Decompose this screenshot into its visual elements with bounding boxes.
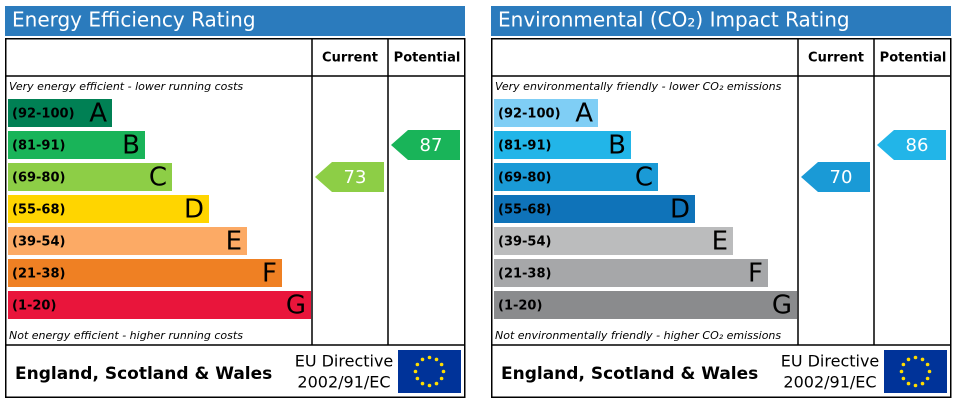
- band-bar: [8, 163, 172, 191]
- band-letter: F: [748, 259, 763, 289]
- band-letter: C: [635, 163, 653, 193]
- band-letter: E: [712, 227, 728, 257]
- band-letter: E: [226, 227, 242, 257]
- footer-region: England, Scotland & Wales: [501, 364, 758, 384]
- panel-title: Energy Efficiency Rating: [12, 8, 256, 32]
- band-range: (1-20): [498, 299, 542, 314]
- eu-star: [427, 383, 432, 388]
- band-letter: D: [670, 195, 690, 225]
- frame: [491, 38, 952, 398]
- band-bar: [494, 195, 695, 223]
- band-bar: [494, 99, 598, 127]
- eu-star: [901, 376, 906, 381]
- band-letter: B: [608, 131, 626, 161]
- eu-star: [906, 357, 911, 362]
- top-note: Very environmentally friendly - lower CO…: [495, 80, 782, 93]
- eu-star: [913, 355, 918, 360]
- eu-star: [441, 369, 446, 374]
- current-arrow: [315, 162, 384, 192]
- band-letter: D: [184, 195, 204, 225]
- band-letter: G: [286, 291, 306, 321]
- band-bar: [8, 131, 145, 159]
- panel-title: Environmental (CO₂) Impact Rating: [498, 8, 850, 32]
- footer-region: England, Scotland & Wales: [15, 364, 272, 384]
- band-letter: A: [89, 99, 107, 129]
- band-bar: [494, 227, 733, 255]
- potential-value: 87: [420, 135, 443, 156]
- potential-arrow: [391, 130, 460, 160]
- top-note: Very energy efficient - lower running co…: [9, 80, 243, 93]
- header-potential: Potential: [880, 51, 947, 66]
- potential-arrow: [877, 130, 946, 160]
- eu-star: [920, 381, 925, 386]
- footer-directive: EU Directive: [295, 352, 394, 371]
- band-range: (69-80): [498, 171, 551, 186]
- eu-star: [427, 355, 432, 360]
- band-range: (81-91): [12, 139, 65, 154]
- band-range: (21-38): [12, 267, 65, 282]
- band-range: (21-38): [498, 267, 551, 282]
- band-bar: [8, 195, 209, 223]
- band-bar: [8, 227, 247, 255]
- eu-star: [925, 376, 930, 381]
- band-bar: [494, 163, 658, 191]
- footer-code: 2002/91/EC: [297, 373, 390, 392]
- eu-star: [927, 369, 932, 374]
- band-range: (81-91): [498, 139, 551, 154]
- eu-star: [899, 369, 904, 374]
- header-current: Current: [322, 51, 378, 66]
- band-range: (92-100): [498, 107, 561, 122]
- eu-star: [415, 376, 420, 381]
- eu-star: [439, 362, 444, 367]
- band-bar: [8, 259, 282, 287]
- eu-star: [415, 362, 420, 367]
- band-range: (92-100): [12, 107, 75, 122]
- band-bar: [494, 131, 631, 159]
- title-bar: [491, 6, 951, 36]
- eu-star: [913, 383, 918, 388]
- band-range: (39-54): [498, 235, 551, 250]
- eu-star: [420, 381, 425, 386]
- band-range: (55-68): [12, 203, 65, 218]
- footer-directive: EU Directive: [781, 352, 880, 371]
- eu-star: [925, 362, 930, 367]
- footer-code: 2002/91/EC: [783, 373, 876, 392]
- band-bar: [8, 99, 112, 127]
- band-letter: F: [262, 259, 277, 289]
- band-letter: G: [772, 291, 792, 321]
- band-bar: [494, 259, 768, 287]
- current-value: 70: [830, 167, 853, 188]
- current-arrow: [801, 162, 870, 192]
- title-bar: [5, 6, 465, 36]
- eu-star: [420, 357, 425, 362]
- eu-star: [439, 376, 444, 381]
- band-range: (55-68): [498, 203, 551, 218]
- frame: [5, 38, 466, 398]
- potential-value: 86: [906, 135, 929, 156]
- eu-star: [901, 362, 906, 367]
- rating-panel: Energy Efficiency Rating Current Potential…: [5, 6, 466, 398]
- eu-star: [434, 381, 439, 386]
- band-bar: [494, 291, 797, 319]
- rating-panel: Environmental (CO₂) Impact Rating Current…: [491, 6, 952, 398]
- band-bar: [8, 291, 311, 319]
- bottom-note: Not energy efficient - higher running co…: [9, 329, 243, 342]
- eu-star: [906, 381, 911, 386]
- eu-star: [413, 369, 418, 374]
- current-value: 73: [344, 167, 367, 188]
- band-letter: B: [122, 131, 140, 161]
- band-range: (1-20): [12, 299, 56, 314]
- band-range: (69-80): [12, 171, 65, 186]
- bottom-note: Not environmentally friendly - higher CO…: [495, 329, 781, 342]
- eu-star: [434, 357, 439, 362]
- band-letter: C: [149, 163, 167, 193]
- band-range: (39-54): [12, 235, 65, 250]
- band-letter: A: [575, 99, 593, 129]
- eu-star: [920, 357, 925, 362]
- header-potential: Potential: [394, 51, 461, 66]
- header-current: Current: [808, 51, 864, 66]
